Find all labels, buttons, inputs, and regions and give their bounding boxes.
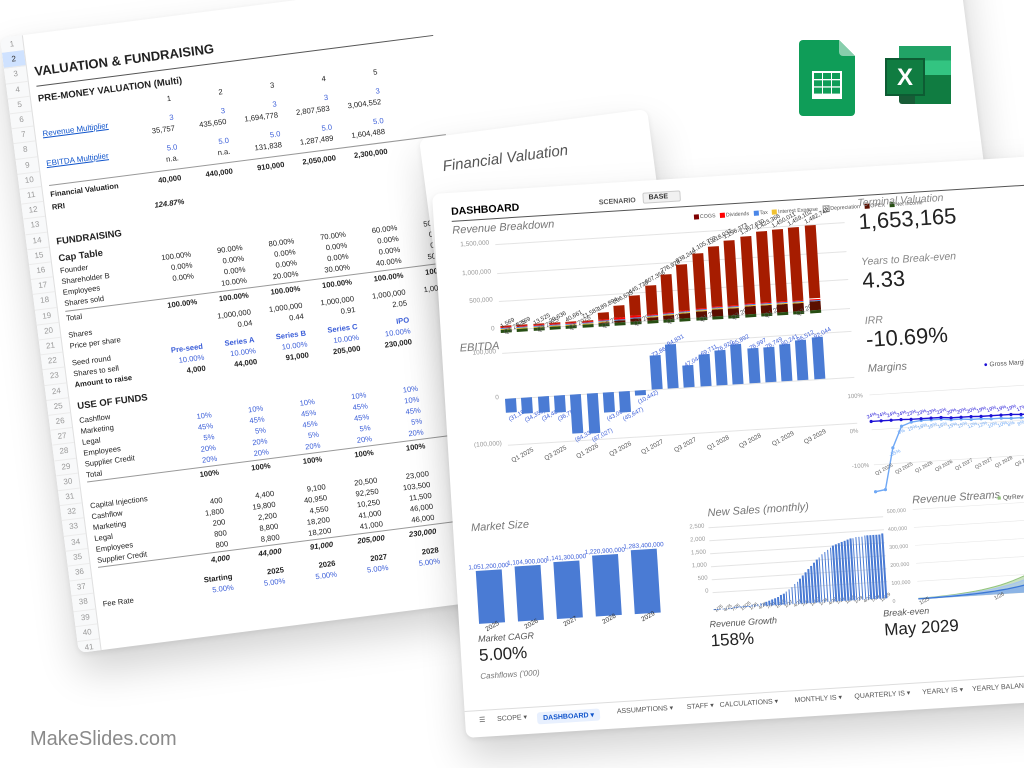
svg-text:100%: 100% [847, 393, 863, 400]
svg-text:400,000: 400,000 [888, 526, 908, 533]
svg-text:X: X [897, 64, 913, 91]
svg-text:-100%: -100% [852, 463, 870, 470]
svg-text:100,000: 100,000 [891, 580, 911, 587]
svg-text:0: 0 [892, 599, 895, 605]
svg-text:200,000: 200,000 [890, 562, 910, 569]
svg-text:300,000: 300,000 [889, 544, 909, 551]
svg-text:0%: 0% [850, 429, 860, 436]
svg-text:500,000: 500,000 [887, 508, 907, 515]
